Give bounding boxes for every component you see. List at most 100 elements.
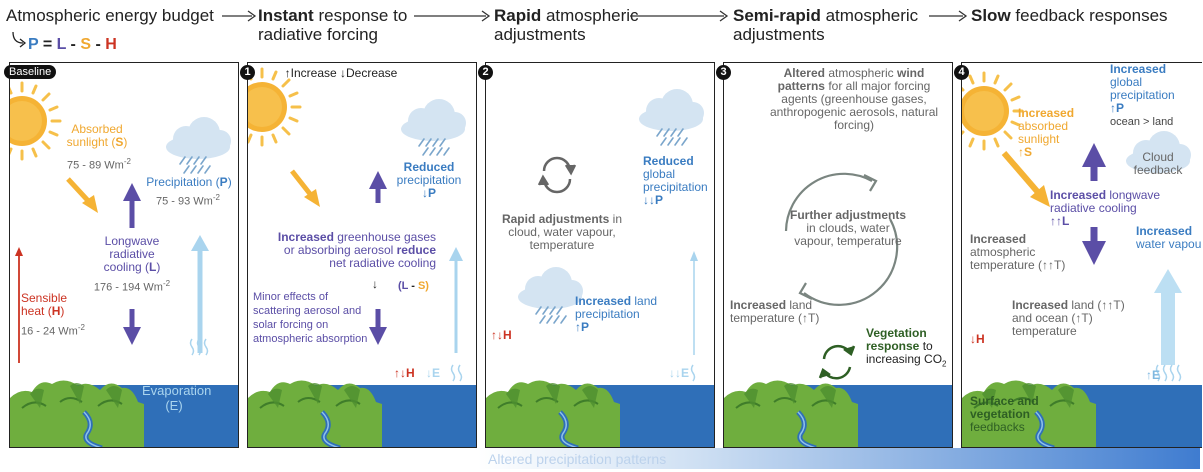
longwave-value: 176 - 194 Wm-2 <box>90 277 174 295</box>
increased-land-temp-label: Increased land temperature (↑T) <box>730 299 840 325</box>
minor-effects-label: Minor effects of scattering aerosol and … <box>253 290 373 346</box>
p4-land-line3: temperature <box>1012 324 1077 338</box>
p4-cloud-line1: Cloud <box>1142 150 1174 164</box>
p3-alt-rest2: for all major forcing <box>824 79 931 93</box>
absorbed-line2: sunlight ( <box>66 135 116 149</box>
header-arrow-3 <box>630 10 729 22</box>
panel-number-4: 4 <box>954 65 969 80</box>
p4-abs-line4: ↑S <box>1018 145 1033 159</box>
longwave-label: Longwave radiative cooling (L) <box>94 235 170 274</box>
panel-rapid: Reduced global precipitation ↓↓P Rapid a… <box>485 62 715 448</box>
header-rapid-line2: adjustments <box>494 25 586 44</box>
sun-icon <box>10 81 62 161</box>
reduced-global-precip-label: Reduced global precipitation ↓↓P <box>643 155 713 207</box>
lw-line3: cooling ( <box>103 260 149 274</box>
header-rapid-rest: atmospheric <box>541 6 639 25</box>
evaporation-arrow-icon <box>191 235 209 251</box>
ls-label: (L - S) <box>398 280 429 292</box>
p4-wv-line2: water vapour <box>1136 237 1202 251</box>
lw-l: L <box>149 260 157 274</box>
cycle-arrows-icon <box>784 172 899 306</box>
header-slow-rest: feedback responses <box>1010 6 1168 25</box>
precip-p: P <box>219 175 228 189</box>
p3-further-line3: vapour, temperature <box>794 234 902 248</box>
p4-surf-bold1: Surface and <box>970 394 1039 408</box>
arrow-down-icon <box>369 327 387 345</box>
p3-veg-line3: increasing CO <box>866 352 943 366</box>
header-arrow-2 <box>414 10 491 22</box>
p3-land-bold: Increased <box>730 298 787 312</box>
p1-e-label: ↓E <box>426 367 440 380</box>
sunlight-arrow-icon <box>304 189 320 207</box>
cloud-rain-icon <box>518 267 583 309</box>
p1-reduced-line2: precipitation <box>396 173 462 187</box>
p2-inc-line3: ↑P <box>575 320 590 334</box>
absorbed-value: 75 - 89 Wm-2 <box>64 155 134 173</box>
altered-wind-patterns-label: Altered atmospheric wind patterns for al… <box>762 67 946 132</box>
increased-land-precip-label: Increased land precipitation ↑P <box>575 295 675 334</box>
header-rapid-bold: Rapid <box>494 6 542 25</box>
p4-atm-bold: Increased <box>970 232 1027 246</box>
absorbed-line1: Absorbed <box>71 122 123 136</box>
p2-reduced-line4: ↓↓P <box>643 193 664 207</box>
equation-eq: = <box>38 36 57 53</box>
equation-hook-arrow-icon <box>12 31 27 48</box>
arrow-up-icon <box>1082 143 1106 167</box>
p4-cloud-line2: feedback <box>1133 163 1183 177</box>
header-slow: Slow feedback responses <box>971 6 1168 25</box>
arrow-up-icon <box>123 183 141 201</box>
sens-value-sup: -2 <box>77 323 85 332</box>
equation-minus-2: - <box>91 36 106 53</box>
sunlight-arrow-icon <box>82 195 98 213</box>
p2-inc-rest: land <box>631 294 658 308</box>
p4-atm-line3: temperature (↑↑T) <box>970 258 1066 272</box>
p1-inc-rest: greenhouse gases <box>333 230 436 244</box>
evaporation-squiggle-icon <box>1155 364 1182 382</box>
p4-glob-line3: precipitation <box>1110 88 1175 102</box>
header-semi-rapid-line2: adjustments <box>733 25 825 44</box>
increased-ghg-label: Increased greenhouse gases or absorbing … <box>252 231 436 270</box>
p4-glob-line4: ↑P <box>1110 101 1125 115</box>
lw-line1: Longwave <box>104 234 160 248</box>
p1-minor-line3: solar forcing on <box>253 319 329 331</box>
p4-land-bold: Increased <box>1012 298 1069 312</box>
cycle-arrows-icon <box>537 156 577 194</box>
panel-slow: Increased absorbed sunlight ↑S Increased… <box>961 62 1202 448</box>
p4-e-text: ↑E <box>1146 368 1161 382</box>
sens-close: ) <box>60 304 65 318</box>
header-energy-budget: Atmospheric energy budget <box>6 6 214 25</box>
evap-line1: Evaporation <box>142 383 212 398</box>
header-instant-line2: radiative forcing <box>258 25 379 44</box>
p4-abs-line3: sunlight <box>1018 132 1060 146</box>
evaporation-arrow-icon <box>690 251 698 261</box>
p2-h-label: ↑↓H <box>491 329 512 342</box>
equation-h: H <box>105 36 117 53</box>
sensible-heat-value: 16 - 24 Wm-2 <box>21 321 97 339</box>
p3-alt-line3: agents (greenhouse gases, <box>781 92 927 106</box>
header-rapid: Rapid atmospheric adjustments <box>494 6 639 44</box>
baseline-art <box>10 81 238 447</box>
header-arrow-1 <box>222 10 257 22</box>
p4-abs-bold: Increased <box>1018 106 1075 120</box>
sun-icon <box>962 71 1024 151</box>
p1-e-text: ↓E <box>426 366 441 380</box>
p2-inc-line2: precipitation <box>575 307 640 321</box>
p3-land-line2: temperature (↑T) <box>730 311 820 325</box>
header-semi-rapid: Semi-rapid atmospheric adjustments <box>733 6 918 44</box>
p4-glob-line5: ocean > land <box>1110 116 1174 128</box>
p2-h-text: ↑↓H <box>491 328 512 342</box>
p3-alt-line5: forcing) <box>833 118 874 132</box>
p4-land-line2: and ocean (↑T) <box>1012 311 1093 325</box>
increased-land-ocean-label: Increased land (↑↑T) and ocean (↑T) temp… <box>1012 299 1142 338</box>
p2-reduced-line2: global <box>643 167 676 181</box>
reduced-precip-label: Reduced precipitation ↓P <box>388 161 470 200</box>
p3-veg-rest2: to <box>919 339 933 353</box>
p4-lw-bold: Increased <box>1050 188 1107 202</box>
absorbed-value-sup: -2 <box>123 157 131 166</box>
p4-lw-rest: longwave <box>1106 188 1161 202</box>
increased-atm-temp-label: Increased atmospheric temperature (↑↑T) <box>970 233 1080 272</box>
p3-further-bold: Further adjustments <box>789 208 906 222</box>
p1-arrow-down: ↓ <box>372 277 378 291</box>
p4-atm-line2: atmospheric <box>970 245 1036 259</box>
sens-value-text: 16 - 24 Wm <box>21 325 78 338</box>
